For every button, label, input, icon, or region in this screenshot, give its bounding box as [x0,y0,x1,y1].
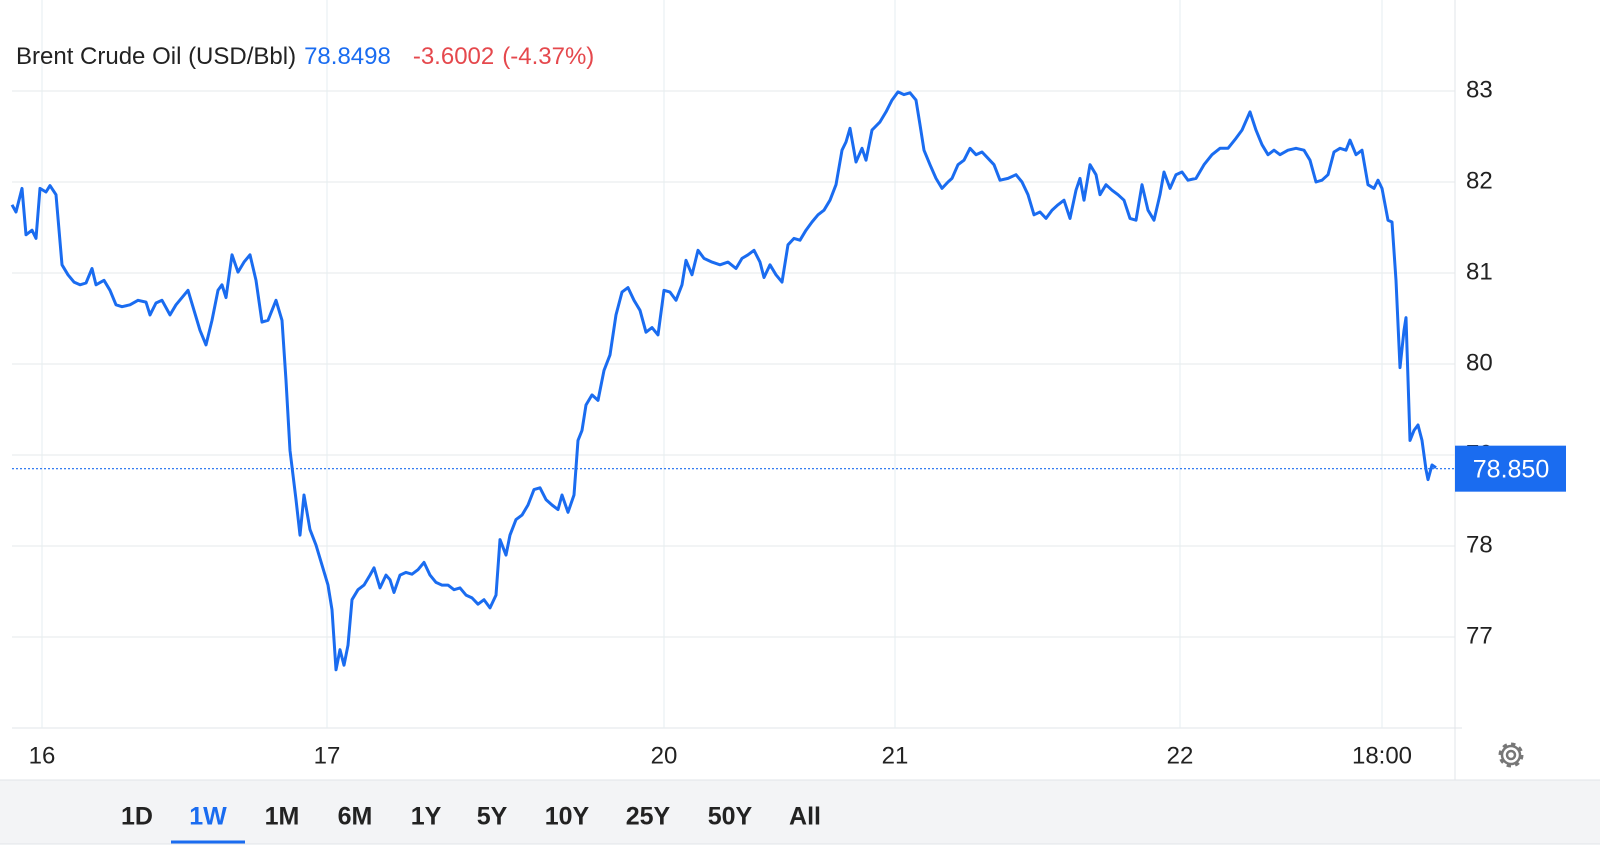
header: Brent Crude Oil (USD/Bbl) 78.8498 -3.6002 (… [16,43,594,70]
price-line [10,90,1437,672]
x-tick-label: 16 [29,742,56,769]
y-tick-label: 78 [1466,531,1493,558]
chart-title: Brent Crude Oil (USD/Bbl) [16,43,296,70]
range-button[interactable]: 5Y [477,803,508,831]
range-button[interactable]: 50Y [708,803,753,831]
range-button[interactable]: 1W [189,803,227,831]
x-tick-label: 18:00 [1352,742,1412,769]
settings-icon[interactable] [1498,742,1524,768]
x-tick-label: 21 [882,742,909,769]
y-tick-label: 82 [1466,167,1493,194]
range-bar [0,780,1600,844]
range-button[interactable]: 1Y [411,803,442,831]
y-tick-label: 80 [1466,349,1493,376]
y-tick-label: 77 [1466,622,1493,649]
y-tick-label: 83 [1466,76,1493,103]
price-tag [1455,445,1566,492]
range-button[interactable]: 1M [265,803,300,831]
x-tick-label: 20 [651,742,678,769]
change: -3.6002 [413,43,494,70]
plot [10,90,1455,672]
range-button[interactable]: 1D [121,803,153,831]
range-button[interactable]: 10Y [545,803,590,831]
change-percent: (-4.37%) [502,43,594,70]
x-tick-label: 17 [314,742,341,769]
x-tick-label: 22 [1167,742,1194,769]
price-tag-label: 78.850 [1473,455,1549,483]
range-button[interactable]: 6M [338,803,373,831]
range-button[interactable]: All [789,803,821,831]
y-tick-label: 81 [1466,258,1493,285]
grid [12,0,1455,728]
range-button[interactable]: 25Y [626,803,671,831]
range-buttons: 1D 1W 1M 6M 1Y 5Y 10Y 25Y 50Y All [121,803,821,844]
price: 78.8498 [304,43,391,70]
